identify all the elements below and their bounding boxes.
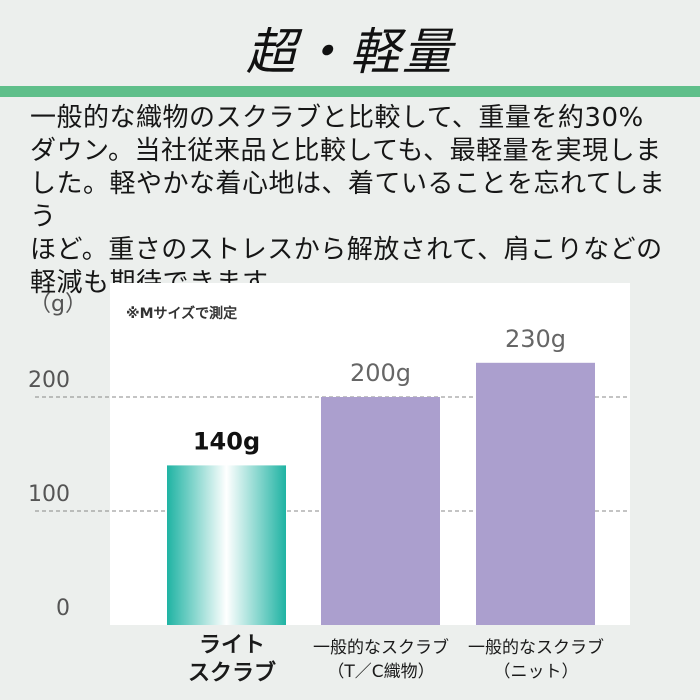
measurement-note: ※Mサイズで測定	[126, 305, 237, 322]
description-text: 一般的な織物のスクラブと比較して、重量を約30% ダウン。当社従来品と比較しても…	[30, 103, 666, 298]
y-tick-label: 100	[28, 482, 70, 507]
category-label: 一般的なスクラブ （T／C織物）	[313, 638, 449, 682]
bar-competitor	[476, 362, 595, 625]
bar-light-scrub	[167, 465, 286, 625]
y-unit-label: （g）	[29, 292, 87, 317]
y-tick-label: 0	[56, 596, 70, 621]
bar-competitor	[321, 397, 440, 625]
category-label: 一般的なスクラブ （ニット）	[468, 638, 604, 682]
category-label: ライト スクラブ	[187, 633, 276, 686]
page-title: 超・軽量	[246, 23, 454, 81]
title-underline	[0, 86, 700, 97]
bar-value-label: 230g	[505, 325, 566, 353]
bar-value-label: 140g	[193, 427, 260, 455]
bar-value-label: 200g	[350, 359, 411, 387]
y-tick-label: 200	[28, 368, 70, 393]
